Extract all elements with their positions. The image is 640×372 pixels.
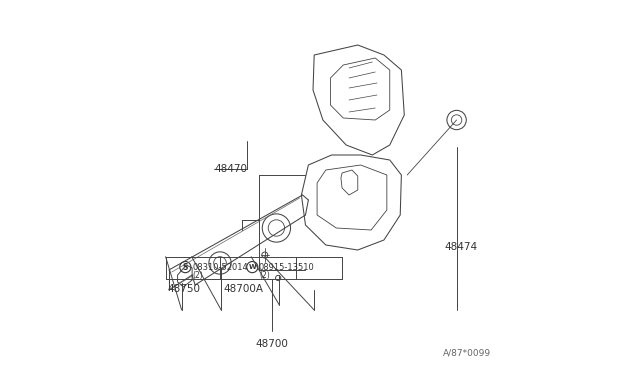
- Text: (2): (2): [260, 271, 271, 280]
- Text: 48470: 48470: [214, 164, 247, 174]
- Text: (2): (2): [193, 271, 204, 280]
- Text: 48750: 48750: [168, 285, 200, 294]
- Text: 48700: 48700: [255, 339, 288, 349]
- Text: A/87*0099: A/87*0099: [443, 348, 491, 357]
- Text: W: W: [248, 264, 256, 270]
- Text: 48700A: 48700A: [223, 285, 263, 294]
- Text: 08310-52014: 08310-52014: [192, 263, 248, 272]
- Text: S: S: [182, 263, 188, 272]
- Text: 08915-13510: 08915-13510: [259, 263, 315, 272]
- Text: 48474: 48474: [445, 243, 477, 252]
